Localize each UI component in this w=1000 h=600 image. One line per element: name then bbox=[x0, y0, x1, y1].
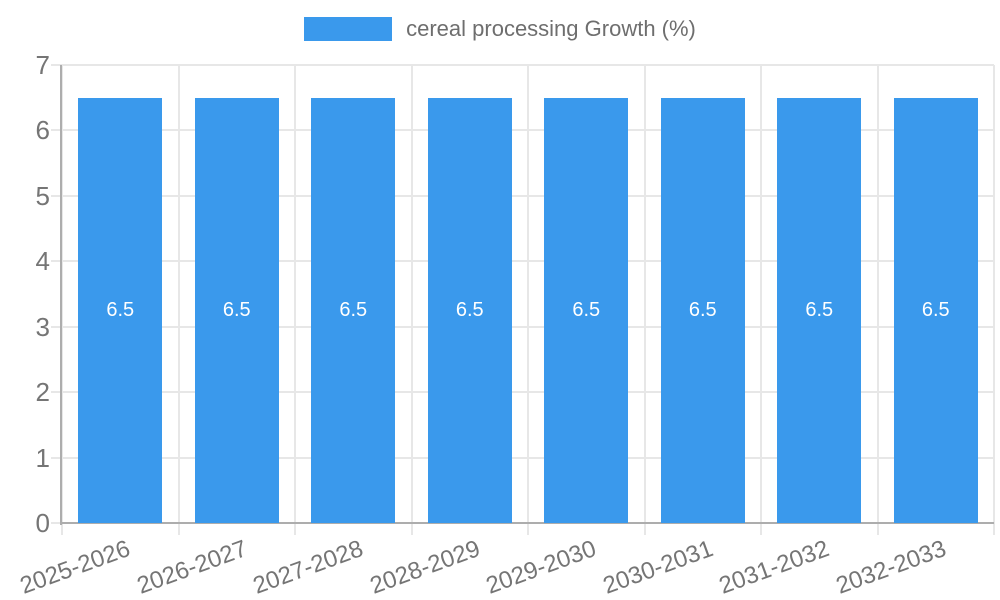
x-axis-tick-label: 2025-2026 bbox=[17, 535, 135, 600]
x-axis-tick-label: 2030-2031 bbox=[599, 535, 717, 600]
bar-value-label: 6.5 bbox=[106, 299, 135, 322]
x-axis-tick bbox=[876, 523, 879, 535]
y-axis-tick-label: 0 bbox=[35, 508, 50, 538]
x-axis-tick-label: 2028-2029 bbox=[366, 535, 484, 600]
x-axis-tick bbox=[177, 523, 180, 535]
bar[interactable] bbox=[427, 97, 512, 523]
bar[interactable] bbox=[777, 97, 862, 523]
x-gridline bbox=[527, 65, 529, 523]
bar[interactable] bbox=[660, 97, 745, 523]
y-axis-line bbox=[60, 65, 62, 525]
y-axis-tick-label: 3 bbox=[35, 311, 50, 342]
x-axis-tick bbox=[294, 523, 296, 535]
bar-value-label: 6.5 bbox=[455, 299, 484, 322]
x-gridline bbox=[993, 65, 995, 523]
x-gridline bbox=[294, 65, 296, 523]
y-axis-tick bbox=[51, 129, 62, 132]
bar-value-label: 6.5 bbox=[688, 299, 717, 322]
y-axis-tick bbox=[51, 194, 62, 197]
x-axis-tick-label: 2031-2032 bbox=[716, 535, 834, 600]
bar-value-label: 6.5 bbox=[805, 299, 834, 322]
x-gridline bbox=[177, 65, 180, 523]
bar[interactable] bbox=[311, 97, 396, 523]
y-axis-tick-label: 4 bbox=[35, 246, 50, 277]
bar-value-label: 6.5 bbox=[572, 299, 601, 322]
x-axis-tick bbox=[760, 523, 762, 535]
legend-swatch-icon bbox=[304, 17, 393, 41]
x-gridline bbox=[410, 65, 413, 523]
x-gridline bbox=[760, 65, 762, 523]
y-axis-tick bbox=[51, 325, 62, 328]
x-gridline bbox=[61, 65, 63, 523]
x-axis-tick-label: 2026-2027 bbox=[133, 535, 251, 600]
bar-value-label: 6.5 bbox=[222, 299, 251, 322]
y-axis-tick bbox=[51, 456, 62, 459]
bar[interactable] bbox=[544, 97, 629, 523]
x-gridline bbox=[643, 65, 646, 523]
bar-value-label: 6.5 bbox=[339, 299, 368, 322]
bar[interactable] bbox=[194, 97, 279, 523]
x-axis-tick bbox=[643, 523, 646, 535]
x-axis-tick bbox=[410, 523, 413, 535]
x-gridline bbox=[876, 65, 879, 523]
legend-label: cereal processing Growth (%) bbox=[406, 16, 696, 41]
y-axis-tick-label: 7 bbox=[35, 50, 50, 80]
bar[interactable] bbox=[78, 97, 163, 523]
x-axis-tick bbox=[527, 523, 529, 535]
x-axis-line bbox=[60, 522, 994, 524]
y-axis-tick-label: 1 bbox=[35, 442, 50, 473]
x-axis-tick bbox=[993, 523, 995, 535]
x-axis-tick-label: 2032-2033 bbox=[832, 535, 950, 600]
y-axis-tick bbox=[51, 391, 62, 394]
y-axis-tick-label: 6 bbox=[35, 115, 50, 146]
chart-legend[interactable]: cereal processing Growth (%) bbox=[0, 16, 1000, 42]
y-axis-tick-label: 2 bbox=[35, 377, 50, 408]
x-axis-tick-label: 2027-2028 bbox=[250, 535, 368, 600]
bar-value-label: 6.5 bbox=[921, 299, 950, 322]
y-axis-tick bbox=[51, 260, 62, 263]
x-axis-tick bbox=[61, 523, 63, 535]
bar[interactable] bbox=[893, 97, 978, 523]
y-axis-tick-label: 5 bbox=[35, 180, 50, 211]
x-axis-tick-label: 2029-2030 bbox=[483, 535, 601, 600]
y-axis-tick bbox=[51, 522, 62, 524]
y-axis-tick bbox=[51, 64, 62, 66]
